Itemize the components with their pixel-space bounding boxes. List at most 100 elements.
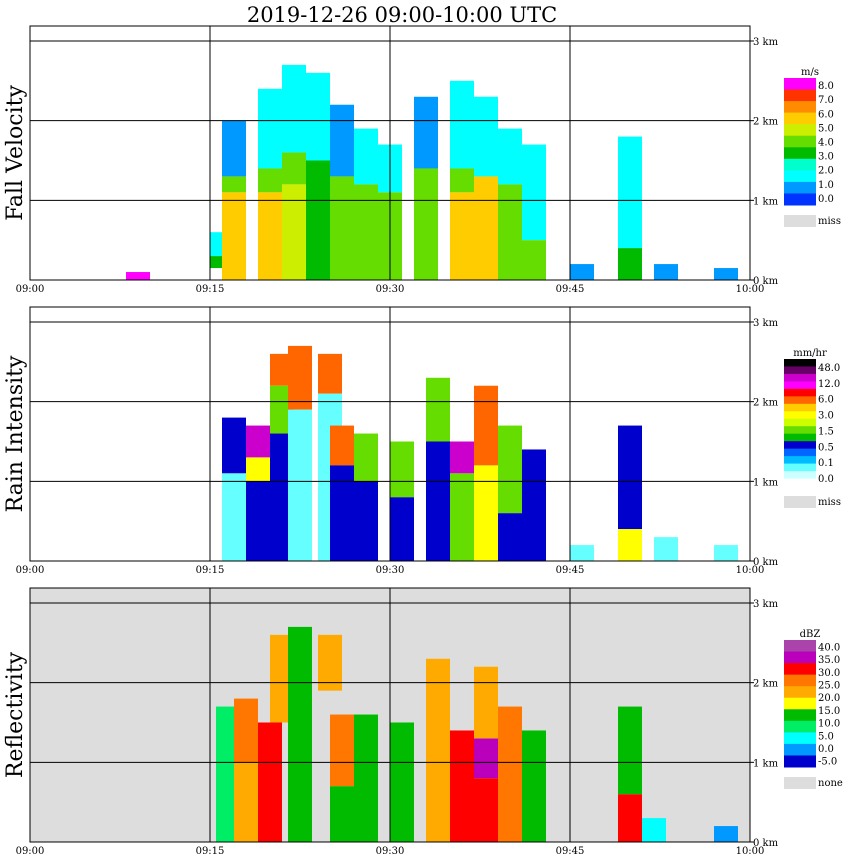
colorbar-swatch	[784, 112, 816, 125]
colorbar-label: 1.5	[818, 426, 834, 437]
data-cell	[426, 441, 450, 561]
y-axis-label: Rain Intensity	[3, 355, 28, 512]
colorbar-swatch	[784, 181, 816, 194]
data-cell	[498, 513, 522, 561]
x-tick-label: 09:15	[196, 284, 225, 295]
x-tick-label: 09:00	[16, 565, 45, 576]
x-tick-label: 09:45	[556, 284, 585, 295]
data-cell	[126, 272, 150, 280]
data-cell	[450, 192, 474, 280]
data-cell	[306, 160, 330, 280]
data-cell	[618, 794, 642, 842]
colorbar-swatch	[784, 89, 816, 102]
x-tick-label: 10:00	[736, 565, 765, 576]
data-cell	[474, 465, 498, 561]
data-cell	[714, 826, 738, 842]
colorbar-swatch	[784, 441, 816, 450]
colorbar-label: 12.0	[818, 379, 840, 390]
data-cell	[450, 473, 474, 561]
colorbar-swatch	[784, 381, 816, 390]
colorbar-label: 5.0	[818, 731, 834, 742]
plot-frame	[29, 25, 751, 281]
data-cell	[618, 136, 642, 249]
colorbar-swatch	[784, 456, 816, 465]
data-cell	[288, 626, 312, 842]
data-cell	[318, 634, 342, 691]
colorbar-swatch	[784, 193, 816, 206]
data-cell	[288, 345, 312, 410]
colorbar-label: 6.0	[818, 109, 834, 120]
data-cell	[474, 666, 498, 739]
data-cell	[222, 120, 246, 177]
y-tick-label: 2 km	[753, 398, 779, 409]
colorbar-swatch	[784, 403, 816, 412]
y-tick-label: 3 km	[753, 599, 779, 610]
colorbar-label: 0.1	[818, 458, 834, 469]
y-tick-label: 0 km	[753, 557, 779, 568]
y-tick-label: 1 km	[753, 477, 779, 488]
data-cell	[246, 481, 270, 561]
panel-1: Rain Intensity 0 km 1 km 2 km 3 km 09:00 09:15…	[3, 306, 841, 576]
data-cell	[714, 268, 738, 280]
colorbar-swatch	[784, 101, 816, 114]
data-cell	[426, 377, 450, 442]
data-cell	[330, 786, 354, 842]
colorbar-swatch	[784, 720, 816, 733]
data-cell	[498, 128, 522, 185]
x-tick-label: 10:00	[736, 284, 765, 295]
data-cell	[570, 545, 594, 561]
x-tick-label: 09:15	[196, 565, 225, 576]
data-cell	[330, 714, 354, 787]
y-tick-label: 2 km	[753, 679, 779, 690]
data-cell	[618, 425, 642, 530]
y-tick-label: 3 km	[753, 37, 779, 48]
colorbar-swatch	[784, 755, 816, 768]
colorbar-label: 30.0	[818, 668, 840, 679]
colorbar-label: 10.0	[818, 719, 840, 730]
y-tick-label: 1 km	[753, 758, 779, 769]
data-cell	[498, 184, 522, 280]
data-cell	[234, 698, 258, 763]
data-cell	[390, 722, 414, 842]
colorbar-label: 3.0	[818, 152, 834, 163]
data-cell	[618, 706, 642, 795]
colorbar-missing-swatch	[784, 215, 816, 227]
data-cell	[450, 441, 474, 474]
data-cell	[222, 192, 246, 280]
data-cell	[222, 473, 246, 561]
colorbar-label: 0.0	[818, 744, 834, 755]
colorbar-label: 2.0	[818, 166, 834, 177]
y-tick-label: 2 km	[753, 117, 779, 128]
data-cell	[282, 152, 306, 185]
data-cell	[330, 425, 354, 466]
x-tick-label: 09:30	[376, 284, 405, 295]
y-tick-label: 0 km	[753, 276, 779, 287]
data-cell	[522, 449, 546, 561]
colorbar-unit: mm/hr	[793, 348, 827, 359]
data-cell	[222, 417, 246, 474]
panel-2: Reflectivity 0 km 1 km 2 km 3 km 09:00 09:15 09…	[3, 587, 843, 857]
data-cell	[618, 248, 642, 280]
data-cell	[390, 441, 414, 498]
data-cell	[414, 168, 438, 280]
y-axis-label: Fall Velocity	[3, 85, 28, 221]
colorbar-label: 35.0	[818, 655, 840, 666]
colorbar-label: 0.0	[818, 194, 834, 205]
data-cell	[474, 96, 498, 177]
colorbar-label: 4.0	[818, 138, 834, 149]
colorbar-swatch	[784, 433, 816, 442]
data-cell	[390, 497, 414, 561]
colorbar-swatch	[784, 686, 816, 699]
colorbar-swatch	[784, 709, 816, 722]
data-cell	[258, 88, 282, 169]
colorbar-swatch	[784, 366, 816, 375]
data-cell	[354, 714, 378, 842]
panel-0: Fall Velocity 0 km 1 km 2 km 3 km 09:00 09:15 0…	[3, 25, 841, 295]
colorbar-swatch	[784, 388, 816, 397]
colorbar-swatch	[784, 426, 816, 435]
colorbar-label: 5.0	[818, 123, 834, 134]
colorbar-swatch	[784, 147, 816, 160]
colorbar-label: 0.0	[818, 474, 834, 485]
data-cell	[258, 722, 282, 842]
colorbar-label: 20.0	[818, 693, 840, 704]
